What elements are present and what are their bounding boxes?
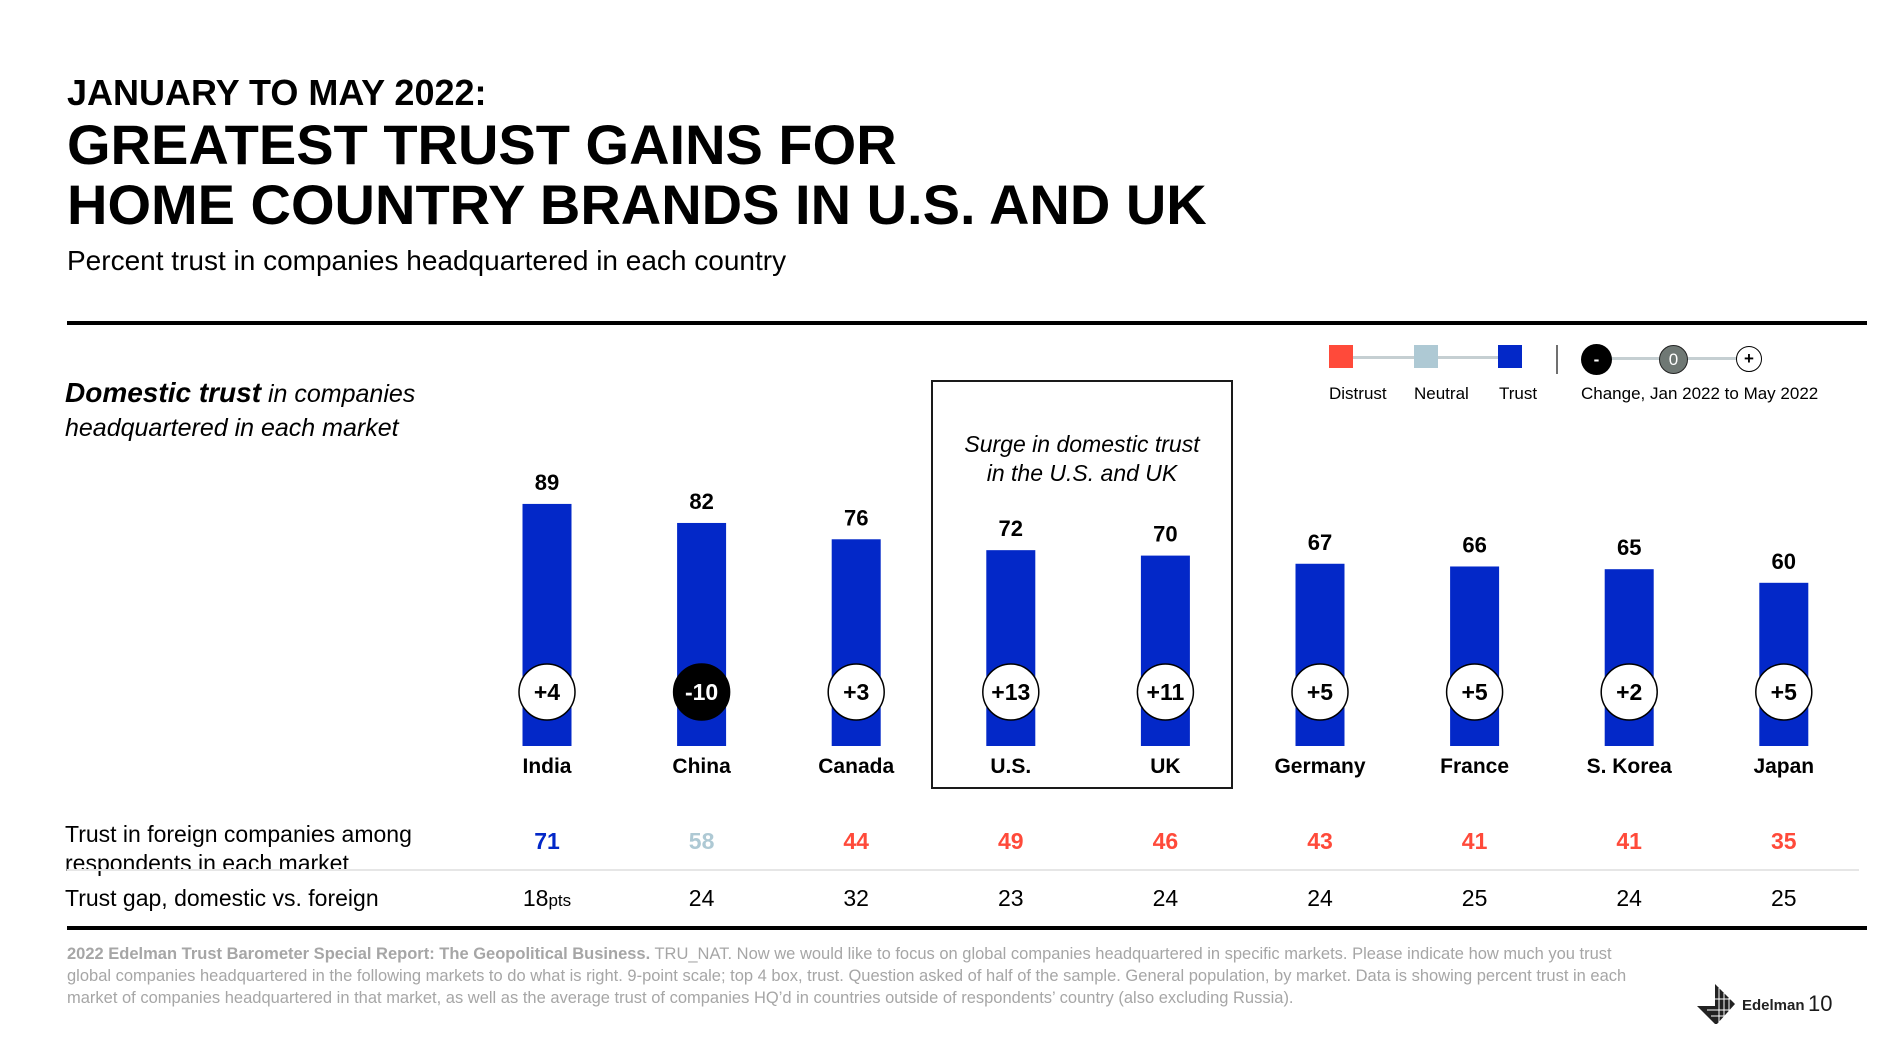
change-positive-badge (1755, 663, 1813, 721)
section-label-line-2: headquartered in each market (65, 414, 399, 442)
bar-value-label: 70 (1153, 522, 1177, 547)
category-label: S. Korea (1587, 755, 1673, 778)
page-number: 10 (1808, 991, 1833, 1016)
change-badge-label: +5 (1307, 679, 1333, 705)
change-badge-label: +13 (991, 679, 1030, 705)
legend-neutral-swatch (1414, 345, 1438, 368)
foreign-trust-value: 58 (688, 828, 715, 854)
change-negative-icon: - (1581, 344, 1612, 375)
foreign-trust-value: 35 (1771, 828, 1797, 854)
callout-box (931, 380, 1233, 789)
section-label: Domestic trust in companies headquartere… (65, 376, 415, 445)
bar-value-label: 89 (535, 470, 559, 495)
category-label: U.S. (990, 755, 1031, 778)
change-badge-label: +3 (843, 679, 869, 705)
foreign-trust-value: 41 (1616, 828, 1642, 854)
section-label-bold: Domestic trust (65, 377, 262, 408)
category-label: India (522, 755, 571, 778)
trust-gap-value: 25 (1771, 885, 1797, 911)
bar-value-label: 65 (1617, 535, 1641, 560)
change-badge-label: +5 (1771, 679, 1797, 705)
edelman-brand-name: Edelman (1742, 997, 1805, 1014)
change-badge-label: +5 (1461, 679, 1487, 705)
change-positive-icon: + (1736, 346, 1762, 372)
category-label: Germany (1274, 755, 1365, 778)
callout-text: Surge in domestic trust in the U.S. and … (931, 430, 1233, 488)
bar-value-label: 66 (1462, 532, 1486, 557)
legend-distrust-swatch (1329, 345, 1353, 368)
page-title-line-2: HOME COUNTRY BRANDS IN U.S. AND UK (67, 173, 1207, 236)
change-badge-label: +11 (1147, 679, 1185, 705)
foreign-trust-value: 44 (843, 828, 869, 854)
bottom-divider (67, 926, 1867, 930)
footnote-source: 2022 Edelman Trust Barometer Special Rep… (67, 945, 651, 963)
foreign-trust-value: 46 (1152, 828, 1179, 854)
category-label: UK (1150, 755, 1180, 778)
change-badge-label: +4 (534, 679, 560, 705)
trust-gap-value: 24 (1616, 885, 1642, 911)
change-positive-badge (1136, 663, 1195, 721)
foreign-trust-row-label: Trust in foreign companies among respond… (65, 820, 412, 878)
trust-gap-value: 24 (1307, 885, 1333, 911)
change-positive-badge (827, 663, 885, 721)
change-positive-badge (982, 663, 1040, 721)
change-positive-badge (518, 663, 576, 721)
section-label-rest: in companies (261, 380, 416, 408)
trust-gap-value: 32 (843, 885, 869, 911)
trust-gap-value: 23 (998, 885, 1024, 911)
footnote: 2022 Edelman Trust Barometer Special Rep… (67, 943, 1627, 1009)
trust-gap-value: 18pts (497, 884, 597, 915)
callout-line-1: Surge in domestic trust (964, 431, 1200, 457)
category-label: France (1440, 755, 1509, 778)
foreign-trust-label-line-2: respondents in each market (65, 850, 349, 876)
change-negative-badge (672, 663, 731, 721)
foreign-trust-value: 43 (1307, 828, 1333, 854)
bar-value-label: 60 (1772, 549, 1796, 574)
callout-line-2: in the U.S. and UK (986, 460, 1178, 486)
legend-trust-swatch (1498, 345, 1522, 368)
category-label: Canada (818, 755, 894, 778)
bar-value-label: 82 (689, 489, 713, 514)
legend-trust-label: Trust (1499, 384, 1538, 403)
legend-neutral-label: Neutral (1414, 384, 1469, 403)
trust-gap-value: 24 (688, 885, 715, 911)
row-separator (67, 869, 1859, 871)
kicker-title: JANUARY TO MAY 2022: (67, 72, 487, 113)
foreign-trust-value: 41 (1461, 828, 1488, 854)
change-legend-label: Change, Jan 2022 to May 2022 (1581, 384, 1819, 403)
trust-gap-value: 25 (1461, 885, 1488, 911)
page-subtitle: Percent trust in companies headquartered… (67, 245, 787, 276)
footnote-text: TRU_NAT. Now we would like to focus on g… (67, 945, 1627, 1007)
top-divider (67, 321, 1867, 325)
bar-value-label: 72 (999, 516, 1023, 541)
change-zero-icon: 0 (1659, 345, 1688, 374)
change-positive-badge (1445, 663, 1504, 721)
trust-gap-first-value: 18 (522, 885, 549, 911)
foreign-trust-label-line-1: Trust in foreign companies among (65, 821, 412, 847)
change-positive-badge (1600, 663, 1658, 721)
page-title-line-1: GREATEST TRUST GAINS FOR (67, 113, 897, 176)
change-positive-badge (1291, 663, 1349, 721)
change-badge-label: +2 (1616, 679, 1642, 705)
legend-divider (1556, 345, 1558, 374)
trust-gap-value: 24 (1152, 885, 1179, 911)
category-label: Japan (1753, 755, 1814, 778)
legend-distrust-label: Distrust (1329, 384, 1387, 403)
trust-gap-row-label: Trust gap, domestic vs. foreign (65, 885, 379, 911)
foreign-trust-value: 49 (998, 828, 1024, 854)
bar-value-label: 67 (1308, 530, 1332, 555)
trust-gap-unit: pts (548, 891, 572, 910)
foreign-trust-value: 71 (534, 828, 560, 854)
change-badge-label: -10 (685, 679, 718, 705)
category-label: China (672, 755, 731, 778)
domestic-trust-bar-chart: 89 +4 India 82 -10 China 76 +3 Canada 72 +13 U.S. 70… (518, 470, 1814, 778)
edelman-logo-icon (1697, 984, 1735, 1024)
page-title: GREATEST TRUST GAINS FOR HOME COUNTRY BR… (67, 115, 1207, 235)
bar-value-label: 76 (844, 505, 868, 530)
